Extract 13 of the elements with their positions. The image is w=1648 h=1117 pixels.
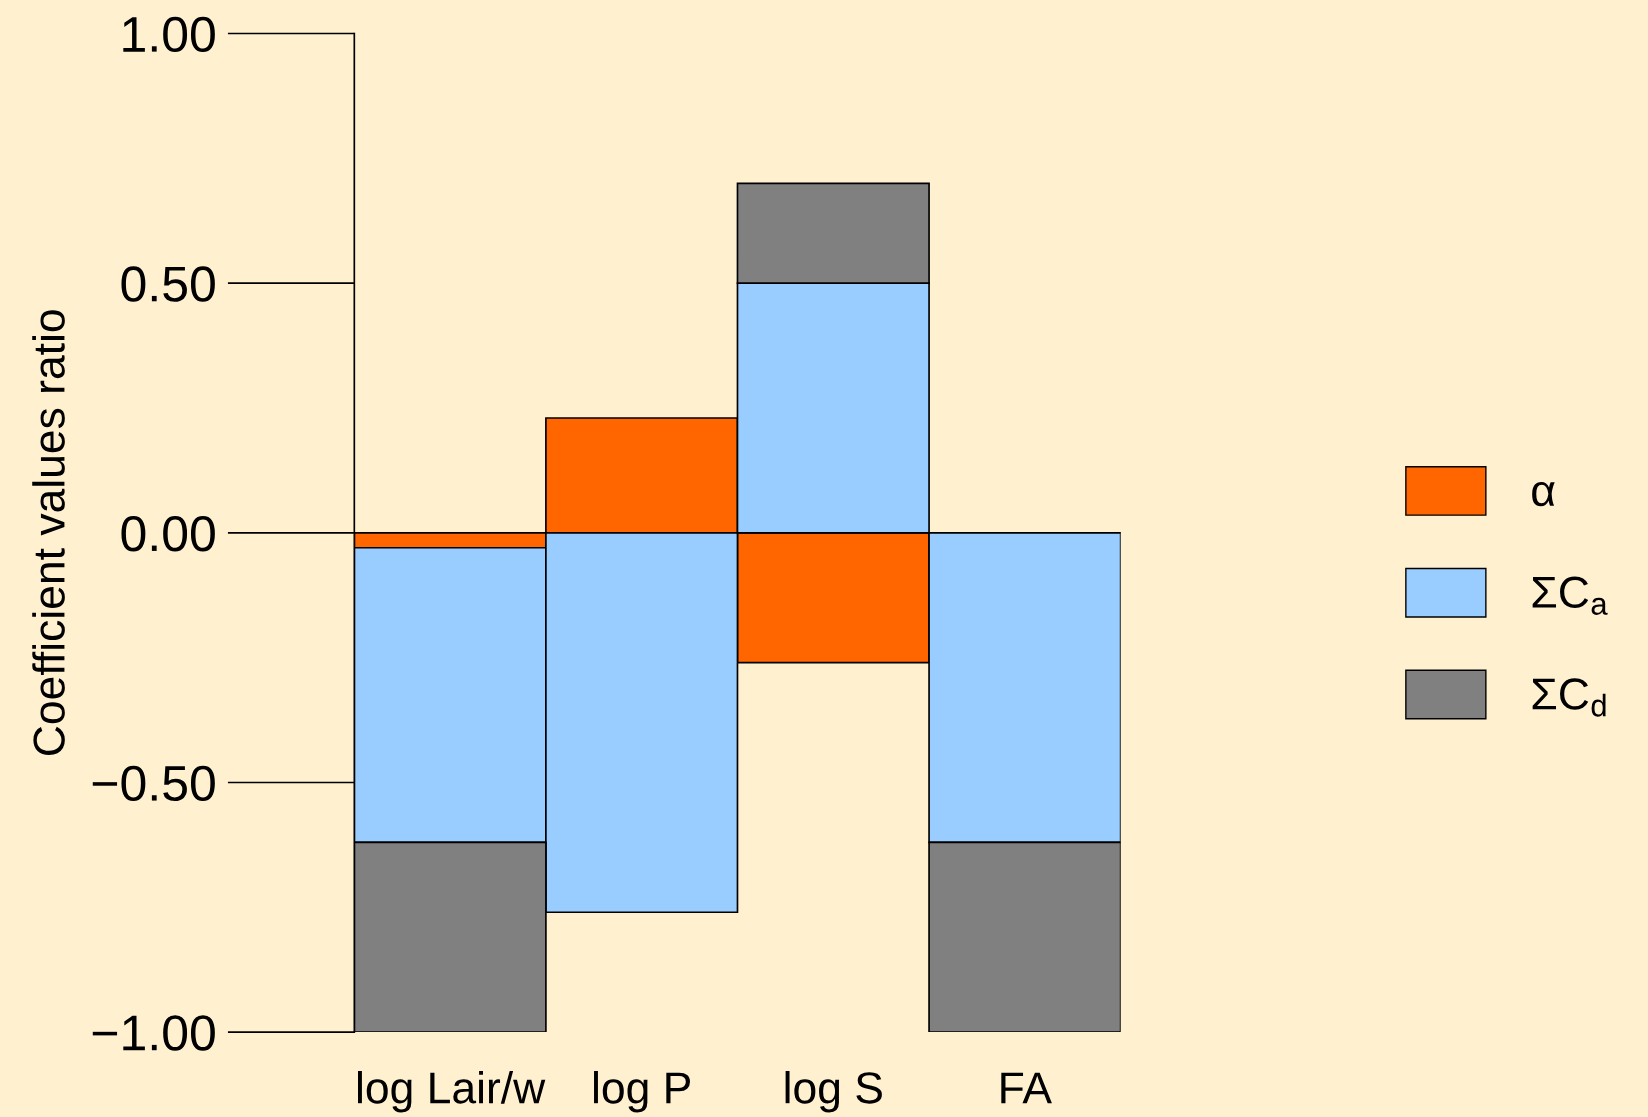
y-tick-label: −1.00 (92, 1015, 215, 1051)
x-tick-label: FA (1001, 1072, 1052, 1104)
legend-label: ΣC$_{d}$ (1532, 678, 1606, 717)
x-tick-label: log S (785, 1071, 882, 1113)
legend-label: α (1532, 481, 1555, 507)
y-tick-label: 0.00 (121, 516, 215, 552)
legend-label: ΣC$_{a}$ (1532, 576, 1608, 615)
y-axis-title: Coefficient values ratio (32, 310, 65, 755)
y-tick-label: 0.50 (121, 266, 215, 302)
y-tick-label: 1.00 (123, 16, 215, 53)
x-tick-label: log Lair/w (358, 1071, 546, 1113)
y-tick-label: −0.50 (92, 765, 215, 802)
x-tick-label: log P (594, 1071, 690, 1113)
